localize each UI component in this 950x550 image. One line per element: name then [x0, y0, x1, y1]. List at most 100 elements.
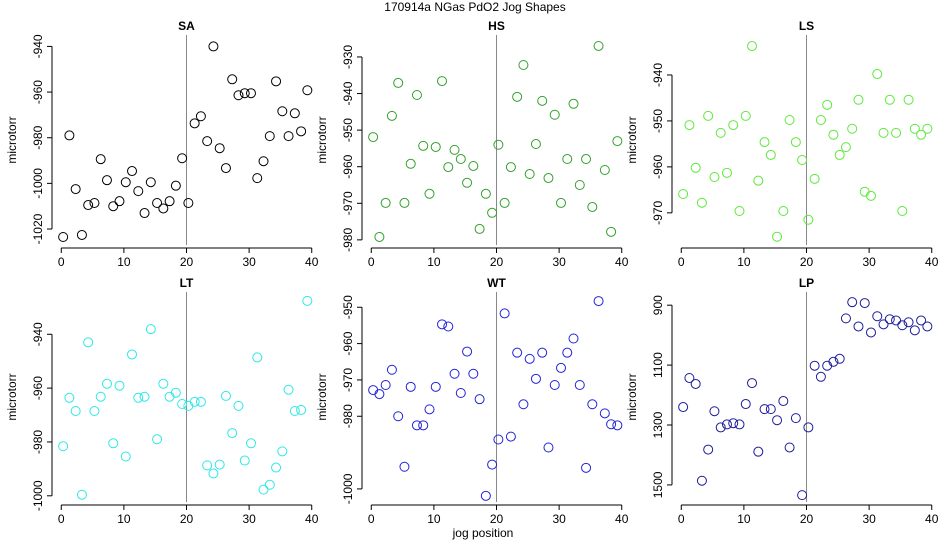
point [606, 226, 617, 237]
point [678, 402, 689, 413]
point [703, 110, 714, 121]
point [897, 320, 908, 331]
point [815, 115, 826, 126]
point [139, 391, 150, 402]
point [709, 406, 720, 417]
panel-title: LT [180, 276, 194, 290]
point [587, 399, 598, 410]
point [245, 438, 256, 449]
point [76, 229, 87, 240]
point [696, 475, 707, 486]
x-tick-label: 20 [490, 512, 504, 526]
point [214, 459, 225, 470]
point [684, 120, 695, 131]
point [903, 94, 914, 105]
point [170, 180, 181, 191]
point [493, 434, 504, 445]
point [803, 214, 814, 225]
point [455, 154, 466, 165]
point [189, 118, 200, 129]
y-tick-label: -940 [341, 81, 355, 105]
point [878, 127, 889, 138]
point [778, 205, 789, 216]
point [252, 173, 263, 184]
point [505, 162, 516, 173]
point [233, 90, 244, 101]
point [405, 381, 416, 392]
point [227, 74, 238, 85]
point [418, 420, 429, 431]
point [891, 127, 902, 138]
panel: LS microtorr 0 10 20 30 40 -940 -950 -960 -970 [625, 19, 939, 269]
point [772, 231, 783, 242]
point [828, 356, 839, 367]
point [145, 177, 156, 188]
point [58, 441, 69, 452]
point [64, 130, 75, 141]
point [283, 384, 294, 395]
point [220, 390, 231, 401]
y-axis-label: microtorr [315, 373, 329, 420]
point [220, 163, 231, 174]
point [847, 123, 858, 134]
point [393, 77, 404, 88]
point [581, 462, 592, 473]
point [480, 490, 491, 501]
point [443, 321, 454, 332]
point [753, 446, 764, 457]
point [865, 327, 876, 338]
y-tick-label: -960 [651, 155, 665, 179]
point [164, 391, 175, 402]
point [809, 360, 820, 371]
point [374, 231, 385, 242]
point [734, 419, 745, 430]
panel: LT microtorr 0 10 20 30 40 -940 -960 -980 -1000 [5, 276, 319, 526]
point [76, 489, 87, 500]
point [58, 232, 69, 243]
point [424, 188, 435, 199]
point [289, 406, 300, 416]
point [114, 380, 125, 391]
point [593, 40, 604, 51]
point [916, 315, 927, 326]
point [537, 95, 548, 106]
point [380, 197, 391, 208]
point [277, 106, 288, 117]
y-tick-label: 1500 [651, 471, 665, 498]
point [815, 371, 826, 382]
point [468, 160, 479, 171]
point [127, 349, 138, 360]
panel: WT microtorr 0 10 20 30 40 -950 -960 -970 -980 -100… [315, 276, 629, 526]
point [562, 154, 573, 165]
point [797, 154, 808, 165]
point [64, 392, 75, 403]
y-tick-label: -980 [31, 430, 45, 454]
x-axis-label: jog position [452, 526, 514, 540]
panel: LP microtorr 0 10 20 30 40 900 1100 1300 1500 [625, 276, 939, 526]
point [703, 444, 714, 455]
point [709, 171, 720, 182]
point [903, 317, 914, 328]
point [245, 88, 256, 99]
x-tick-label: 30 [242, 512, 256, 526]
point [380, 380, 391, 391]
point [587, 201, 598, 212]
point [922, 123, 933, 134]
point [455, 388, 466, 399]
point [177, 153, 188, 164]
point [728, 418, 739, 429]
point [922, 321, 933, 332]
point [386, 110, 397, 121]
point [530, 373, 541, 384]
point [568, 333, 579, 344]
point [437, 319, 448, 330]
point [296, 126, 307, 137]
point [127, 166, 138, 177]
point [83, 200, 94, 211]
point [797, 490, 808, 501]
point [909, 123, 920, 134]
panel-title: LP [799, 276, 814, 290]
x-tick-label: 40 [305, 512, 319, 526]
y-tick-label: -950 [341, 295, 355, 319]
